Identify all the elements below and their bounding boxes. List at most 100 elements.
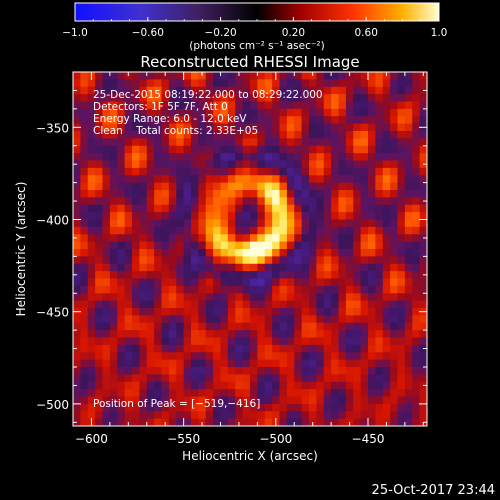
heatmap-cell bbox=[220, 197, 229, 206]
heatmap-cell bbox=[301, 219, 310, 228]
colorbar-tick-label: 1.0 bbox=[431, 27, 448, 39]
heatmap-cell bbox=[272, 219, 280, 228]
heatmap-cell bbox=[73, 374, 81, 383]
heatmap-cell bbox=[198, 403, 207, 412]
heatmap-cell bbox=[316, 278, 325, 287]
heatmap-cell bbox=[316, 374, 325, 383]
heatmap-cell bbox=[264, 411, 273, 420]
heatmap-cell bbox=[95, 116, 103, 125]
heatmap-cell bbox=[404, 167, 413, 176]
heatmap-cell bbox=[279, 86, 288, 95]
heatmap-cell bbox=[161, 160, 170, 169]
heatmap-cell bbox=[353, 226, 362, 235]
heatmap-cell bbox=[353, 212, 362, 220]
heatmap-cell bbox=[323, 116, 332, 125]
heatmap-cell bbox=[161, 226, 170, 235]
heatmap-cell bbox=[419, 190, 427, 198]
heatmap-cell bbox=[257, 204, 266, 213]
heatmap-cell bbox=[227, 352, 236, 361]
heatmap-cell bbox=[117, 219, 126, 228]
heatmap-cell bbox=[382, 160, 391, 169]
heatmap-cell bbox=[220, 285, 229, 294]
heatmap-cell bbox=[132, 389, 140, 397]
heatmap-cell bbox=[397, 145, 406, 154]
heatmap-cell bbox=[309, 322, 317, 331]
heatmap-cell bbox=[309, 212, 317, 220]
heatmap-cell bbox=[213, 411, 221, 420]
heatmap-cell bbox=[279, 116, 288, 125]
heatmap-cell bbox=[117, 271, 126, 279]
heatmap-cell bbox=[412, 271, 421, 279]
heatmap-cell bbox=[132, 182, 140, 191]
heatmap-cell bbox=[102, 226, 111, 235]
heatmap-cell bbox=[235, 359, 244, 368]
heatmap-cell bbox=[294, 145, 303, 154]
heatmap-cell bbox=[360, 108, 369, 117]
heatmap-cell bbox=[250, 367, 258, 375]
heatmap-cell bbox=[323, 79, 332, 88]
heatmap-cell bbox=[87, 219, 96, 228]
heatmap-cell bbox=[294, 300, 303, 309]
heatmap-cell bbox=[286, 86, 295, 95]
heatmap-cell bbox=[345, 182, 354, 191]
heatmap-cell bbox=[191, 190, 199, 198]
heatmap-cell bbox=[124, 330, 133, 338]
heatmap-cell bbox=[146, 160, 155, 169]
heatmap-cell bbox=[338, 79, 347, 88]
heatmap-cell bbox=[87, 123, 96, 132]
heatmap-cell bbox=[412, 396, 421, 405]
heatmap-cell bbox=[146, 190, 155, 198]
heatmap-cell bbox=[390, 256, 398, 265]
heatmap-cell bbox=[235, 374, 244, 383]
heatmap-cell bbox=[353, 352, 362, 361]
heatmap-cell bbox=[382, 285, 391, 294]
heatmap-cell bbox=[109, 101, 118, 110]
heatmap-cell bbox=[183, 167, 192, 176]
heatmap-cell bbox=[404, 271, 413, 279]
heatmap-cell bbox=[404, 101, 413, 110]
heatmap-cell bbox=[331, 411, 339, 420]
heatmap-cell bbox=[382, 359, 391, 368]
heatmap-cell bbox=[390, 234, 398, 243]
heatmap-cell bbox=[242, 190, 251, 198]
heatmap-cell bbox=[139, 226, 148, 235]
heatmap-cell bbox=[132, 226, 140, 235]
heatmap-cell bbox=[309, 123, 317, 132]
heatmap-cell bbox=[235, 241, 244, 250]
heatmap-cell bbox=[183, 72, 192, 80]
heatmap-cell bbox=[301, 234, 310, 243]
heatmap-cell bbox=[227, 411, 236, 420]
heatmap-cell bbox=[139, 145, 148, 154]
heatmap-cell bbox=[264, 300, 273, 309]
heatmap-cell bbox=[146, 344, 155, 353]
heatmap-cell bbox=[301, 167, 310, 176]
heatmap-cell bbox=[419, 359, 427, 368]
heatmap-cell bbox=[80, 101, 89, 110]
heatmap-cell bbox=[161, 123, 170, 132]
heatmap-cell bbox=[301, 190, 310, 198]
heatmap-cell bbox=[117, 263, 126, 272]
heatmap-cell bbox=[294, 160, 303, 169]
heatmap-cell bbox=[272, 411, 280, 420]
heatmap-cell bbox=[264, 256, 273, 265]
heatmap-cell bbox=[95, 108, 103, 117]
heatmap-cell bbox=[360, 285, 369, 294]
heatmap-cell bbox=[154, 219, 162, 228]
heatmap-cell bbox=[397, 367, 406, 375]
heatmap-cell bbox=[95, 352, 103, 361]
heatmap-cell bbox=[154, 308, 162, 316]
heatmap-cell bbox=[257, 197, 266, 206]
heatmap-cell bbox=[279, 249, 288, 257]
heatmap-cell bbox=[154, 367, 162, 375]
heatmap-cell bbox=[176, 249, 185, 257]
heatmap-cell bbox=[375, 182, 384, 191]
heatmap-cell bbox=[345, 352, 354, 361]
heatmap-cell bbox=[309, 293, 317, 302]
heatmap-cell bbox=[205, 123, 214, 132]
heatmap-cell bbox=[309, 315, 317, 324]
heatmap-cell bbox=[353, 138, 362, 147]
heatmap-cell bbox=[316, 411, 325, 420]
heatmap-cell bbox=[80, 418, 89, 426]
heatmap-cell bbox=[338, 175, 347, 184]
heatmap-cell bbox=[80, 344, 89, 353]
